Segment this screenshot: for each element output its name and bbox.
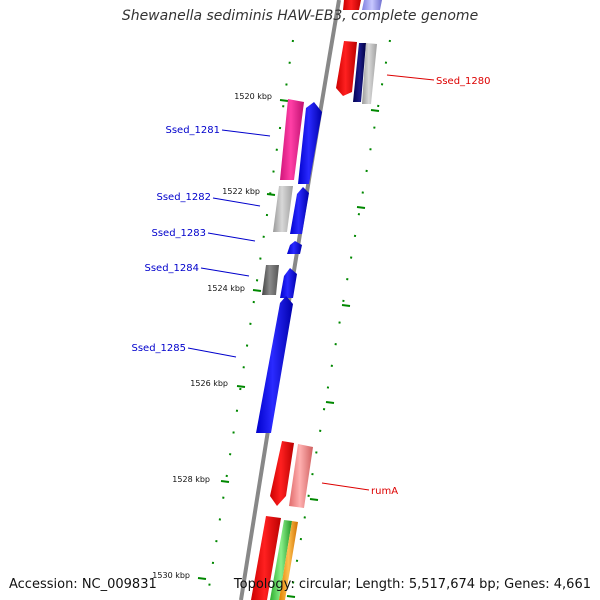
scale-label-1528: 1528 kbp [172, 475, 210, 484]
gene-bottom-green[interactable] [270, 520, 292, 600]
gene-label-ssed-1283[interactable]: Ssed_1283 [151, 228, 206, 239]
gene-ssed-1283[interactable] [287, 241, 302, 254]
scale-label-1530: 1530 kbp [152, 571, 190, 580]
gene-bottom-red[interactable] [251, 516, 281, 600]
gene-ssed-1280-red[interactable] [336, 41, 357, 96]
gene-rumA-red[interactable] [270, 441, 294, 506]
gene-ssed-1285[interactable] [256, 296, 293, 433]
scale-label-1520: 1520 kbp [234, 92, 272, 101]
gene-ssed-1284[interactable] [262, 265, 279, 295]
gene-ssed-1280-gray[interactable] [362, 43, 377, 104]
scale-label-1526: 1526 kbp [190, 379, 228, 388]
gene-ssed-1282-forward[interactable] [290, 187, 309, 234]
gene-ssed-1280-navy[interactable] [353, 43, 366, 102]
gene-ssed-1284-forward[interactable] [280, 268, 297, 298]
gene-top-lavender[interactable] [362, 0, 382, 10]
gene-ssed-1281-forward[interactable] [298, 102, 322, 184]
scale-label-1522: 1522 kbp [222, 187, 260, 196]
gene-label-rumA[interactable]: rumA [371, 486, 398, 497]
gene-label-ssed-1281[interactable]: Ssed_1281 [165, 125, 220, 136]
accession-label: Accession: NC_009831 [9, 577, 157, 592]
gene-label-ssed-1285[interactable]: Ssed_1285 [131, 343, 186, 354]
gene-label-ssed-1284[interactable]: Ssed_1284 [144, 263, 199, 274]
scale-label-1524: 1524 kbp [207, 284, 245, 293]
gene-bottom-orange[interactable] [279, 521, 298, 600]
gene-ssed-1282[interactable] [273, 186, 293, 232]
topology-summary: Topology: circular; Length: 5,517,674 bp… [233, 577, 591, 592]
map-title: Shewanella sediminis HAW-EB3, complete g… [121, 8, 479, 24]
gene-rumA[interactable] [289, 444, 313, 508]
label-connectors [187, 74, 435, 491]
scale-ticks [197, 99, 380, 598]
gene-top-red[interactable] [343, 0, 361, 10]
genome-backbone [239, 0, 341, 600]
gene-ssed-1281[interactable] [280, 99, 304, 180]
gene-label-ssed-1280[interactable]: Ssed_1280 [436, 76, 491, 87]
gene-label-ssed-1282[interactable]: Ssed_1282 [156, 192, 211, 203]
